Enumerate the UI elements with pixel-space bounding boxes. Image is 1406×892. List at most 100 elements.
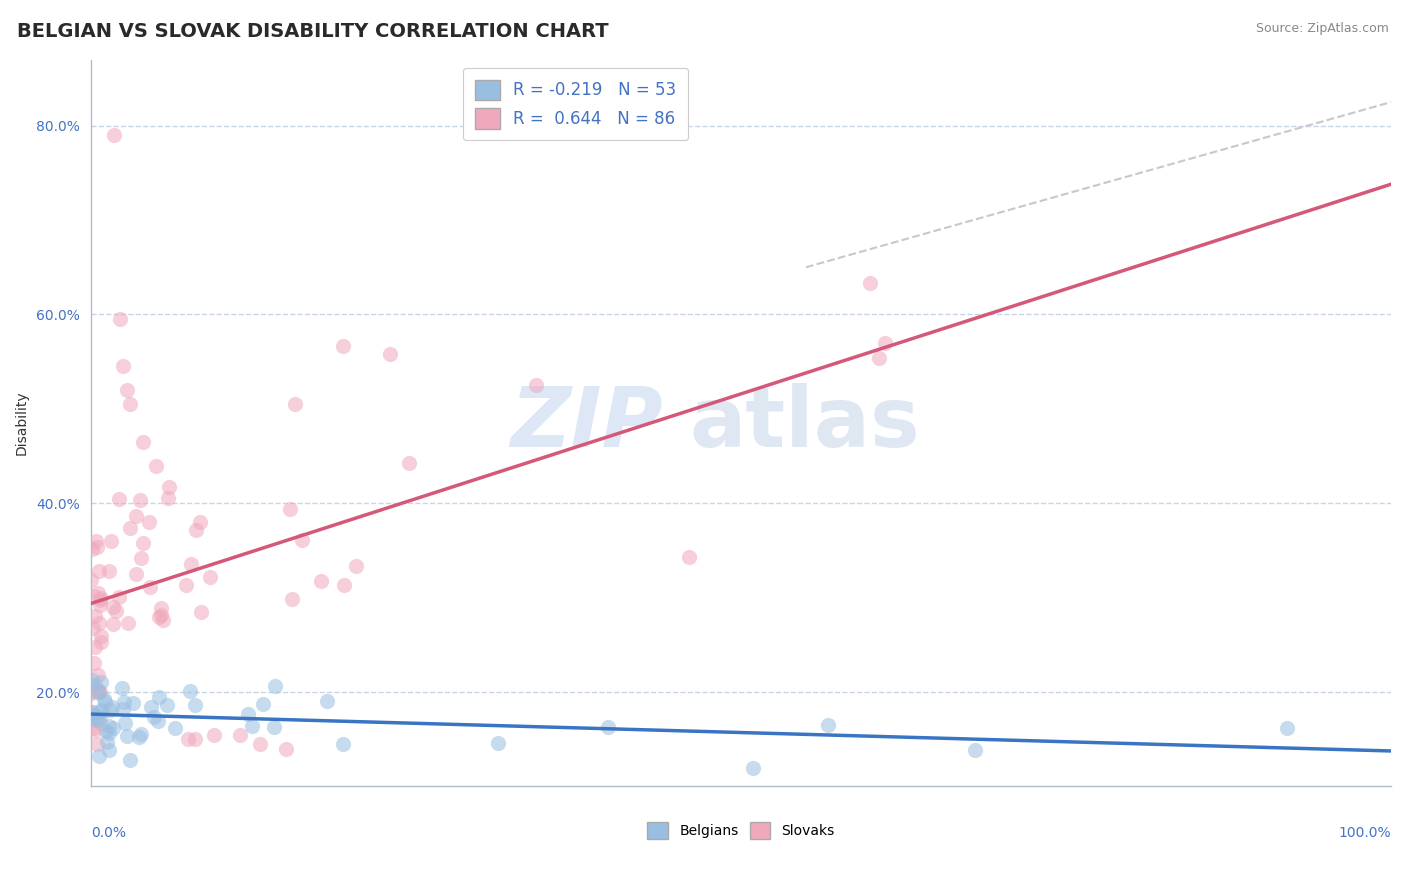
Point [89,749,111,764]
Point [87,685,110,699]
Point [138,515,160,529]
Point [236,706,259,721]
Point [139,580,162,594]
Text: 0.0%: 0.0% [91,826,127,840]
Point [125,508,148,523]
Point [179,684,201,698]
Point [859,276,882,290]
Point [80,685,103,699]
Point [148,714,170,728]
Y-axis label: Disability: Disability [15,391,30,455]
Point [117,615,139,630]
Point [332,339,354,353]
Text: Source: ZipAtlas.com: Source: ZipAtlas.com [1256,22,1389,36]
Point [141,699,163,714]
Point [86,541,108,555]
Point [114,715,136,730]
Point [103,128,125,142]
Point [82,673,104,688]
Point [80,705,103,719]
Point [180,557,202,571]
Point [83,707,105,722]
Point [378,347,401,361]
Point [80,686,103,700]
Point [83,723,105,737]
Point [125,566,148,581]
Point [132,434,155,449]
Point [742,761,765,775]
Point [148,690,170,704]
Point [284,397,307,411]
Point [82,721,104,735]
Point [86,713,108,727]
Point [157,480,180,494]
Point [278,502,301,516]
Point [145,458,167,473]
Point [87,616,110,631]
Point [229,727,252,741]
Point [84,677,107,691]
Legend: Belgians, Slovaks: Belgians, Slovaks [641,817,841,845]
Point [315,694,337,708]
Point [90,704,112,718]
Point [118,753,141,767]
Point [83,589,105,603]
Point [174,577,197,591]
Point [90,703,112,717]
Point [332,577,354,591]
Point [84,534,107,549]
Point [84,712,107,726]
Point [86,737,108,751]
Point [240,719,263,733]
Point [143,709,166,723]
Text: BELGIAN VS SLOVAK DISABILITY CORRELATION CHART: BELGIAN VS SLOVAK DISABILITY CORRELATION… [17,22,609,41]
Point [112,702,135,716]
Point [87,668,110,682]
Point [309,574,332,588]
Point [128,730,150,744]
Point [149,601,172,615]
Point [678,549,700,564]
Point [398,456,420,470]
Point [117,729,139,743]
Point [80,541,103,556]
Point [89,598,111,612]
Point [184,698,207,713]
Point [188,515,211,529]
Point [82,621,104,635]
Point [204,727,226,741]
Point [90,591,112,606]
Point [129,727,152,741]
Point [486,736,509,750]
Point [93,692,115,706]
Point [105,603,128,617]
Point [184,523,207,537]
Point [111,681,134,695]
Point [131,536,153,550]
Point [112,359,135,374]
Point [98,725,121,739]
Point [82,707,104,722]
Point [89,716,111,731]
Point [103,599,125,614]
Point [129,492,152,507]
Point [108,591,131,605]
Text: ZIP: ZIP [510,383,664,464]
Point [524,378,547,392]
Point [149,608,172,623]
Point [101,721,124,735]
Point [80,706,103,721]
Point [120,521,142,535]
Point [96,734,118,748]
Point [190,605,212,619]
Point [598,720,620,734]
Point [89,710,111,724]
Point [868,351,890,365]
Point [87,684,110,698]
Point [198,570,221,584]
Point [177,732,200,747]
Point [163,721,186,735]
Point [82,705,104,719]
Point [263,721,285,735]
Point [90,674,112,689]
